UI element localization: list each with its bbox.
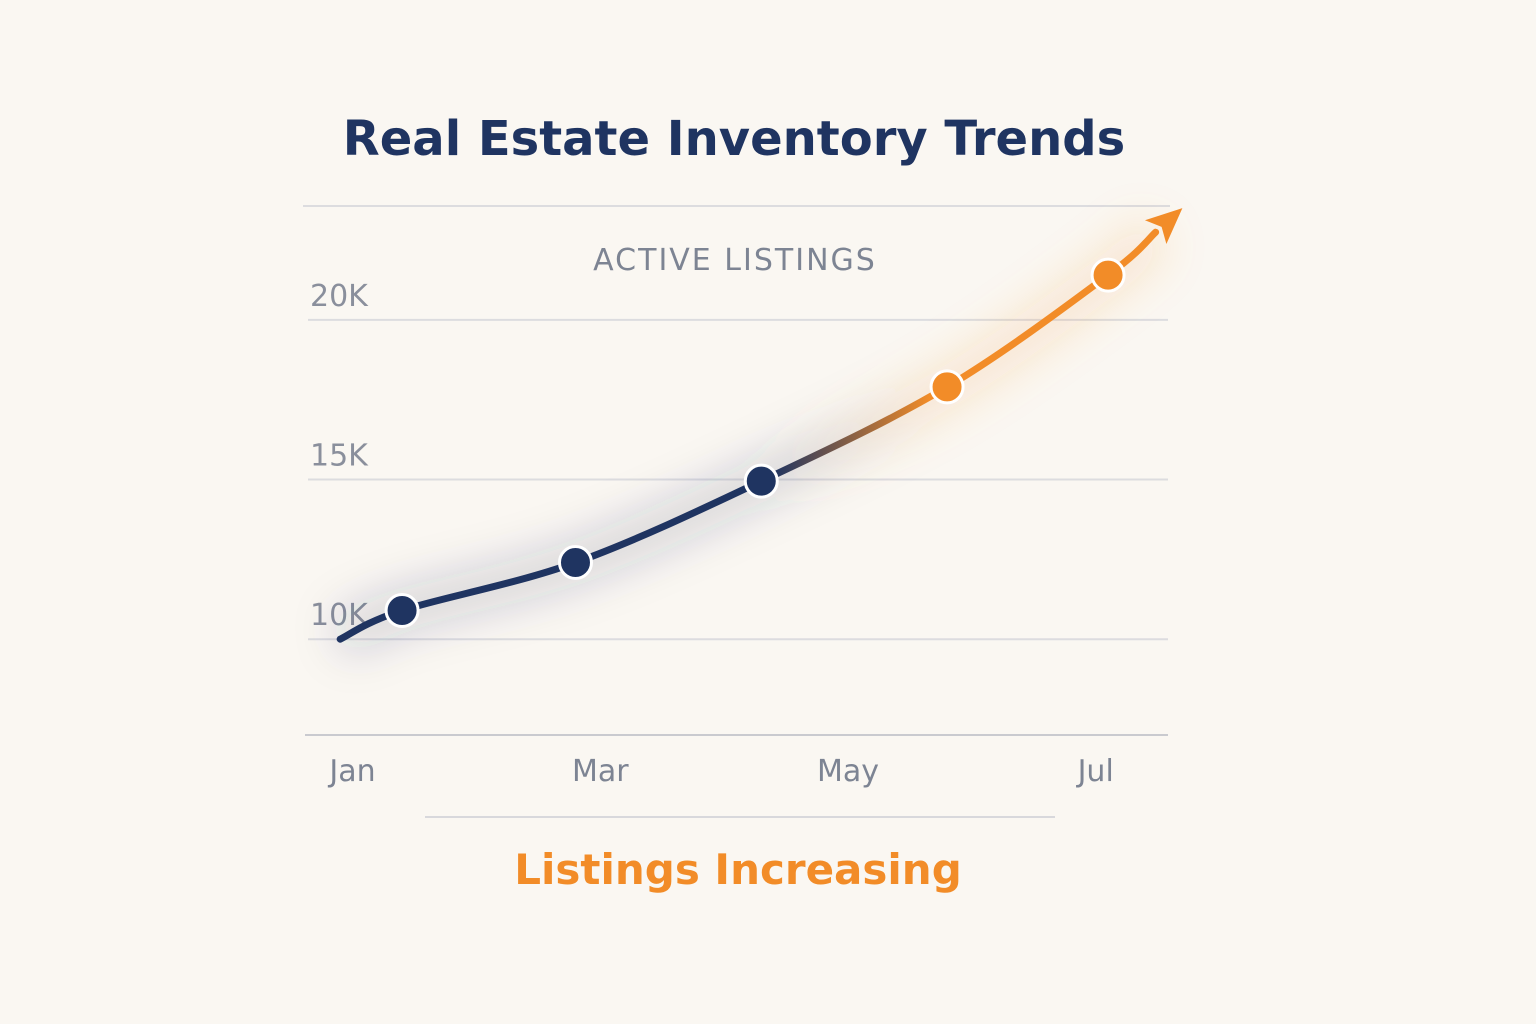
data-point	[384, 592, 420, 628]
x-tick-label: Jan	[327, 754, 375, 789]
data-point	[1090, 257, 1126, 293]
x-tick-label: Mar	[572, 754, 629, 789]
data-point	[557, 545, 593, 581]
data-point	[929, 369, 965, 405]
line-glow	[331, 217, 1170, 658]
y-tick-label: 15K	[310, 439, 369, 474]
trend-caption: Listings Increasing	[514, 845, 962, 894]
data-points	[384, 257, 1126, 628]
x-tick-label: May	[817, 754, 879, 789]
x-tick-labels: Jan Mar May Jul	[327, 754, 1113, 789]
y-tick-label: 20K	[310, 279, 369, 314]
x-tick-label: Jul	[1076, 754, 1114, 789]
data-point	[743, 463, 779, 499]
chart-title: Real Estate Inventory Trends	[343, 111, 1125, 167]
y-axis-label: ACTIVE LISTINGS	[593, 243, 877, 278]
arrow-head-icon	[1144, 208, 1183, 245]
